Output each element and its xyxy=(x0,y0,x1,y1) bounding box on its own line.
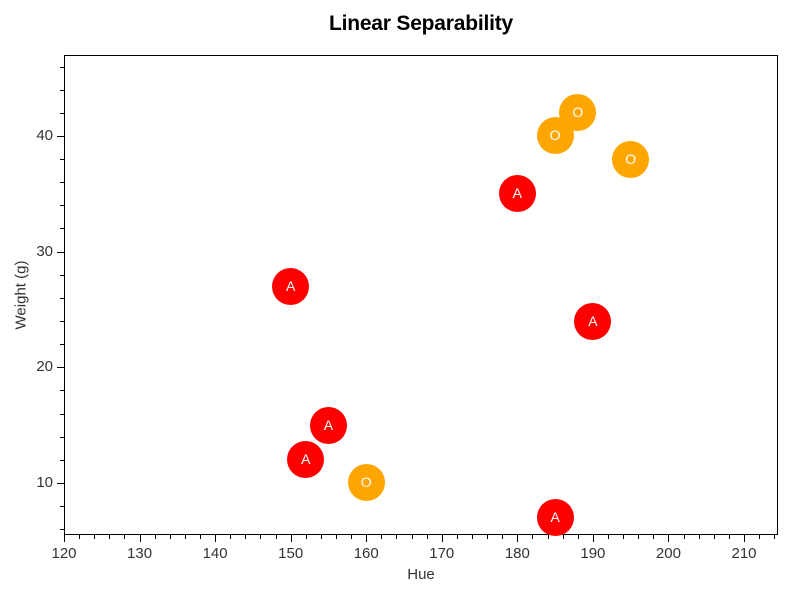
y-minor-tick xyxy=(60,413,64,415)
x-minor-tick xyxy=(728,535,730,539)
x-major-tick xyxy=(366,535,368,542)
y-tick-label: 30 xyxy=(36,242,53,260)
x-major-tick xyxy=(64,535,65,542)
x-tick-label: 130 xyxy=(127,545,153,562)
x-minor-tick xyxy=(638,535,640,539)
y-minor-tick xyxy=(60,182,64,184)
x-minor-tick xyxy=(426,535,428,539)
y-major-tick xyxy=(57,135,64,137)
x-minor-tick xyxy=(623,535,625,539)
x-minor-tick xyxy=(759,535,761,539)
x-minor-tick xyxy=(713,535,715,539)
data-point-O: O xyxy=(612,140,650,178)
y-minor-tick xyxy=(60,159,64,161)
x-minor-tick xyxy=(411,535,413,539)
x-tick-label: 140 xyxy=(202,545,228,562)
data-point-O: O xyxy=(559,94,597,132)
x-tick-label: 170 xyxy=(429,545,455,562)
y-major-tick xyxy=(57,482,64,484)
y-minor-tick xyxy=(60,297,64,299)
x-minor-tick xyxy=(230,535,232,539)
x-major-tick xyxy=(290,535,292,542)
x-minor-tick xyxy=(487,535,489,539)
y-minor-tick xyxy=(60,205,64,207)
x-minor-tick xyxy=(79,535,81,539)
y-minor-tick xyxy=(60,459,64,461)
x-minor-tick xyxy=(169,535,171,539)
y-minor-tick xyxy=(60,506,64,508)
x-minor-tick xyxy=(472,535,473,539)
x-tick-label: 180 xyxy=(504,545,530,562)
y-minor-tick xyxy=(60,89,64,91)
y-minor-tick xyxy=(60,436,64,438)
x-tick-label: 190 xyxy=(580,545,606,562)
x-major-tick xyxy=(744,535,745,542)
data-point-A: A xyxy=(498,175,536,213)
x-minor-tick xyxy=(396,535,398,539)
x-minor-tick xyxy=(774,535,776,539)
x-major-tick xyxy=(517,535,519,542)
data-point-A: A xyxy=(309,406,347,444)
x-tick-label: 150 xyxy=(278,545,304,562)
y-minor-tick xyxy=(60,344,64,346)
x-minor-tick xyxy=(351,535,353,539)
y-axis-label: Weight (g) xyxy=(12,260,30,330)
x-major-tick xyxy=(668,535,670,542)
x-minor-tick xyxy=(320,535,322,539)
x-minor-tick xyxy=(200,535,201,539)
y-minor-tick xyxy=(60,274,64,276)
y-major-tick xyxy=(57,251,64,253)
chart-title: Linear Separability xyxy=(328,12,514,35)
plot-area xyxy=(64,55,778,535)
data-point-O: O xyxy=(347,464,385,502)
y-tick-label: 10 xyxy=(36,473,53,491)
x-minor-tick xyxy=(154,535,156,539)
x-minor-tick xyxy=(562,535,564,539)
x-minor-tick xyxy=(683,535,685,539)
y-minor-tick xyxy=(60,390,64,392)
y-minor-tick xyxy=(60,112,64,114)
x-minor-tick xyxy=(245,535,247,539)
y-minor-tick xyxy=(60,321,64,323)
data-point-A: A xyxy=(287,441,325,479)
x-minor-tick xyxy=(532,535,534,539)
x-minor-tick xyxy=(653,535,655,539)
x-major-tick xyxy=(139,535,141,542)
y-minor-tick xyxy=(60,228,64,230)
x-axis-label: Hue xyxy=(407,566,435,583)
x-minor-tick xyxy=(109,535,111,539)
x-tick-label: 160 xyxy=(353,545,379,562)
x-minor-tick xyxy=(456,535,458,539)
x-minor-tick xyxy=(698,535,700,539)
x-minor-tick xyxy=(502,535,504,539)
x-minor-tick xyxy=(124,535,126,539)
x-tick-label: 120 xyxy=(51,545,77,562)
x-major-tick xyxy=(215,535,217,542)
y-minor-tick xyxy=(60,529,64,531)
data-point-A: A xyxy=(536,499,574,537)
x-minor-tick xyxy=(305,535,307,539)
data-point-A: A xyxy=(272,267,310,305)
x-minor-tick xyxy=(275,535,277,539)
x-tick-label: 200 xyxy=(655,545,681,562)
y-tick-label: 40 xyxy=(36,126,53,144)
x-major-tick xyxy=(441,535,443,542)
x-minor-tick xyxy=(577,535,579,539)
x-minor-tick xyxy=(184,535,186,539)
x-minor-tick xyxy=(381,535,383,539)
y-major-tick xyxy=(57,367,64,369)
x-major-tick xyxy=(592,535,594,542)
x-tick-label: 210 xyxy=(731,545,757,562)
y-minor-tick xyxy=(60,66,64,68)
x-minor-tick xyxy=(608,535,609,539)
x-minor-tick xyxy=(547,535,549,539)
data-point-A: A xyxy=(574,302,612,340)
x-minor-tick xyxy=(336,535,337,539)
x-minor-tick xyxy=(94,535,96,539)
x-minor-tick xyxy=(260,535,262,539)
y-tick-label: 20 xyxy=(36,358,53,376)
